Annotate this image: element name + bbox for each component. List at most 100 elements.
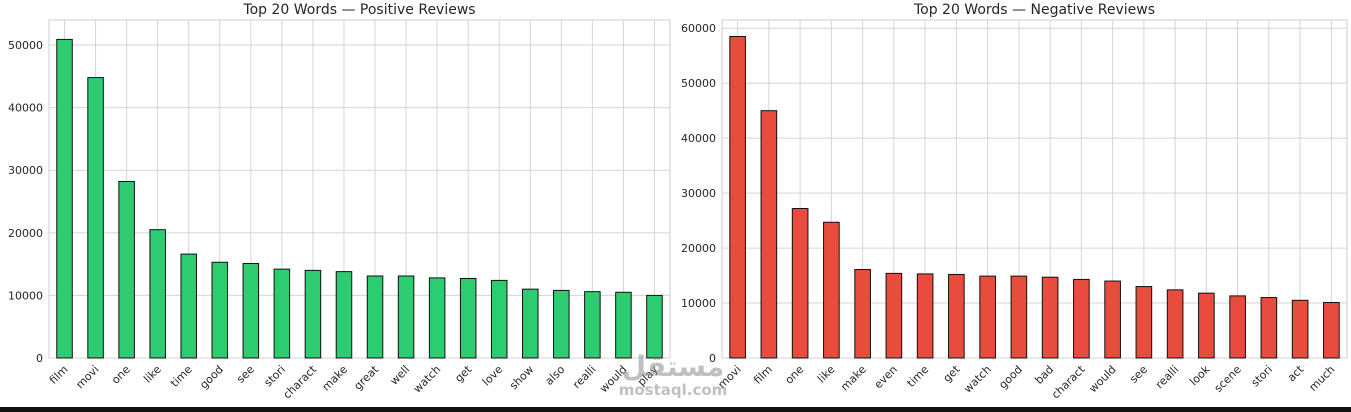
positive-bar-show	[522, 288, 539, 359]
negative-xtick-good: good	[996, 363, 1025, 392]
positive-xtick-realli: realli	[570, 363, 598, 391]
negative-xtick-look: look	[1187, 362, 1213, 388]
positive-xtick-charact: charact	[281, 362, 320, 401]
negative-bar-get	[948, 273, 965, 359]
positive-bar-love	[490, 279, 508, 359]
positive-xtick-get: get	[452, 362, 474, 384]
negative-xtick-one: one	[783, 363, 807, 387]
negative-bar-act	[1291, 299, 1309, 359]
negative-ytick-label: 40000	[681, 132, 716, 145]
positive-plot-area	[48, 19, 671, 359]
positive-xtick-movi: movi	[73, 363, 101, 391]
negative-xtick-get: get	[941, 362, 963, 384]
negative-xtick-much: much	[1307, 363, 1338, 394]
positive-ytick-label: 30000	[8, 164, 43, 177]
negative-xtick-would: would	[1086, 363, 1118, 395]
positive-bar-like	[149, 229, 166, 359]
negative-bar-time	[916, 273, 934, 359]
negative-xtick-see: see	[1127, 363, 1150, 386]
positive-bar-well	[397, 275, 415, 359]
negative-ytick-label: 50000	[681, 77, 716, 90]
negative-bar-bad	[1041, 276, 1059, 359]
negative-ytick-label: 60000	[681, 22, 716, 35]
negative-xtick-act: act	[1285, 362, 1307, 384]
positive-xtick-would: would	[597, 363, 629, 395]
positive-bar-movi	[87, 77, 104, 359]
negative-bar-realli	[1166, 289, 1184, 359]
positive-chart-title: Top 20 Words — Positive Reviews	[242, 2, 475, 18]
negative-xtick-even: even	[872, 363, 900, 391]
negative-bar-would	[1104, 280, 1121, 359]
negative-ytick-label: 20000	[681, 242, 716, 255]
negative-bar-see	[1135, 286, 1153, 359]
negative-ytick-label: 10000	[681, 297, 716, 310]
positive-bar-see	[242, 262, 260, 359]
positive-ytick-label: 20000	[8, 227, 43, 240]
negative-xtick-make: make	[838, 363, 869, 394]
positive-ytick-label: 40000	[8, 102, 43, 115]
positive-bar-film	[56, 38, 73, 359]
positive-xtick-love: love	[480, 363, 506, 389]
negative-bar-like	[823, 221, 840, 359]
positive-xtick-great: great	[351, 362, 381, 392]
positive-bar-play	[646, 294, 663, 359]
positive-ytick-label: 10000	[8, 289, 43, 302]
positive-bar-watch	[428, 277, 446, 359]
positive-xtick-watch: watch	[411, 363, 444, 396]
negative-bar-look	[1198, 292, 1215, 359]
negative-bar-scene	[1229, 295, 1246, 359]
negative-xtick-scene: scene	[1212, 363, 1244, 395]
positive-xtick-one: one	[109, 363, 133, 387]
positive-xtick-film: film	[47, 363, 71, 387]
negative-xtick-watch: watch	[961, 363, 994, 396]
negative-ytick-label: 30000	[681, 187, 716, 200]
negative-xtick-charact: charact	[1049, 362, 1088, 401]
positive-xtick-stori: stori	[262, 363, 288, 389]
positive-bar-stori	[273, 268, 291, 359]
positive-xtick-time: time	[168, 363, 195, 390]
negative-xtick-film: film	[751, 363, 775, 387]
negative-xtick-realli: realli	[1153, 363, 1181, 391]
negative-bar-watch	[979, 275, 996, 359]
positive-xtick-well: well	[388, 363, 413, 388]
positive-xtick-like: like	[141, 363, 164, 386]
negative-bar-movi	[729, 35, 746, 359]
negative-bar-film	[760, 110, 778, 359]
positive-xtick-make: make	[320, 363, 351, 394]
positive-bar-good	[211, 261, 229, 359]
bottom-border	[0, 407, 1351, 412]
negative-bar-charact	[1073, 278, 1090, 359]
positive-reviews-chart: 0 10000 20000 30000 40000 50000 film movi one lik…	[8, 2, 671, 401]
positive-xtick-play: play	[635, 363, 661, 389]
negative-reviews-chart: 0 10000 20000 30000 40000 50000 60000 movi film o…	[681, 2, 1348, 401]
negative-bar-stori	[1260, 297, 1278, 359]
positive-bar-also	[553, 289, 570, 359]
negative-bar-make	[854, 269, 871, 359]
positive-bar-make	[335, 271, 353, 359]
positive-bar-realli	[584, 291, 601, 359]
negative-bar-much	[1323, 301, 1340, 359]
positive-xtick-also: also	[543, 363, 568, 388]
positive-bar-charact	[304, 269, 322, 359]
positive-xtick-good: good	[197, 363, 226, 392]
negative-bar-good	[1010, 275, 1028, 359]
negative-ytick-label: 0	[709, 352, 716, 365]
negative-bar-one	[791, 208, 809, 359]
positive-bar-would	[615, 291, 632, 359]
negative-xtick-bad: bad	[1032, 363, 1056, 387]
negative-xtick-stori: stori	[1249, 363, 1275, 389]
positive-bar-time	[180, 253, 197, 359]
positive-xtick-show: show	[507, 363, 536, 392]
positive-xtick-see: see	[234, 363, 257, 386]
positive-bar-get	[459, 278, 477, 359]
positive-bar-one	[118, 180, 135, 359]
positive-ytick-label: 50000	[8, 39, 43, 52]
negative-xtick-movi: movi	[715, 363, 743, 391]
negative-xtick-time: time	[904, 363, 931, 390]
negative-plot-area	[721, 19, 1348, 359]
positive-ytick-label: 0	[36, 352, 43, 365]
positive-bar-great	[366, 275, 384, 359]
negative-xtick-like: like	[815, 363, 838, 386]
negative-bar-even	[885, 272, 903, 359]
